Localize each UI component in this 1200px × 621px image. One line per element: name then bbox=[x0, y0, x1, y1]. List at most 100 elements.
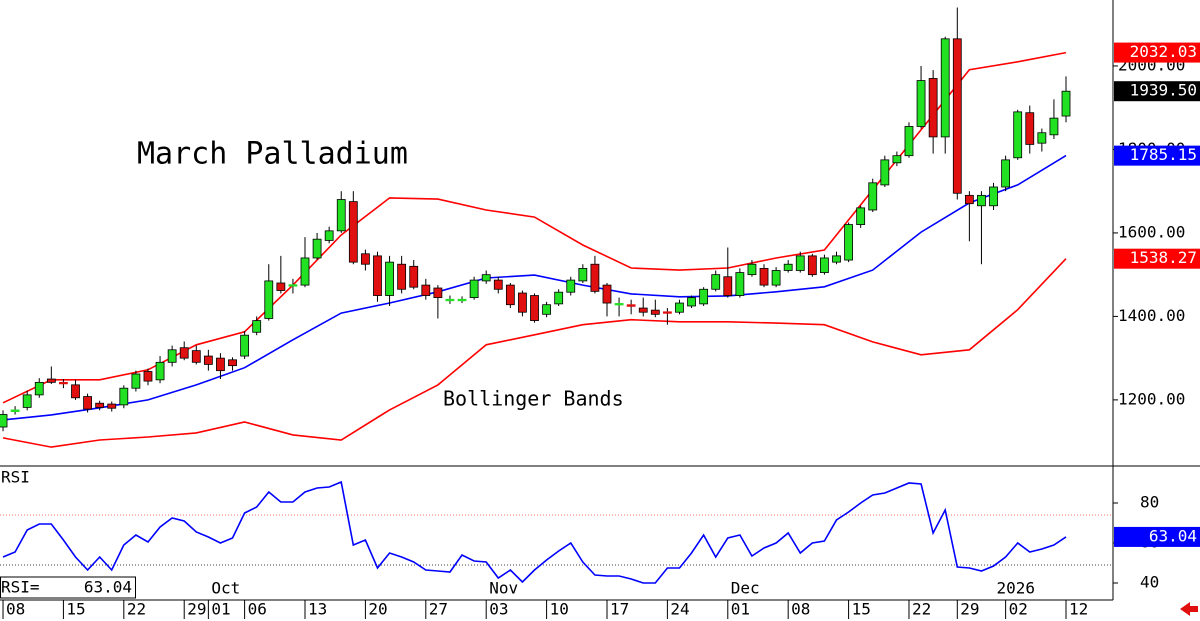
last-value-label: 2032.03 bbox=[1130, 42, 1197, 61]
candle-body bbox=[662, 311, 672, 314]
month-label: Dec bbox=[731, 579, 760, 598]
candle-body bbox=[252, 320, 262, 333]
candle-body bbox=[928, 78, 938, 138]
candle-body bbox=[385, 261, 394, 296]
x-tick-label: 22 bbox=[127, 600, 146, 619]
y-tick-label: 1200.00 bbox=[1118, 389, 1185, 408]
candle-body bbox=[530, 295, 539, 321]
last-value-box bbox=[1114, 526, 1200, 547]
candle-body bbox=[626, 304, 636, 307]
candle-body bbox=[493, 279, 503, 290]
candle-body bbox=[964, 194, 974, 205]
candle-body bbox=[699, 288, 709, 305]
candle-body bbox=[143, 371, 153, 382]
candle-body bbox=[191, 350, 201, 363]
x-tick-label: 12 bbox=[1069, 600, 1088, 619]
candle-body bbox=[735, 272, 745, 296]
candle-body bbox=[578, 267, 588, 282]
candle-body bbox=[1037, 132, 1047, 144]
candle-body bbox=[131, 373, 141, 389]
x-tick-label: 10 bbox=[550, 600, 569, 619]
candle-body bbox=[856, 207, 866, 225]
candle-body bbox=[771, 270, 781, 286]
candle-body bbox=[554, 291, 564, 305]
x-tick-label: 01 bbox=[211, 600, 230, 619]
candle-body bbox=[324, 230, 334, 241]
candle-body bbox=[904, 126, 914, 157]
candle-body bbox=[977, 194, 986, 207]
x-tick-label: 29 bbox=[187, 600, 206, 619]
x-tick-label: 02 bbox=[1009, 600, 1028, 619]
candle-body bbox=[687, 297, 696, 307]
x-tick-label: 20 bbox=[368, 600, 387, 619]
candle-body bbox=[602, 284, 612, 304]
rsi-readout-prefix: RSI= bbox=[1, 578, 40, 597]
bollinger-band bbox=[2, 258, 1067, 448]
candle-body bbox=[820, 257, 829, 273]
candle-body bbox=[240, 334, 250, 357]
candle-body bbox=[95, 402, 105, 408]
candle-body bbox=[566, 279, 576, 293]
bollinger-band bbox=[2, 154, 1067, 421]
candle-body bbox=[723, 276, 733, 296]
candle-body bbox=[167, 349, 177, 363]
candle-body bbox=[518, 292, 527, 313]
x-tick-label: 29 bbox=[960, 600, 979, 619]
candle-body bbox=[300, 257, 310, 286]
x-tick-label: 24 bbox=[670, 600, 689, 619]
candle-body bbox=[107, 403, 117, 409]
candle-body bbox=[397, 263, 407, 290]
candle-body bbox=[638, 307, 648, 313]
x-tick-label: 01 bbox=[731, 600, 750, 619]
month-label: Oct bbox=[211, 579, 240, 598]
last-value-label: 1785.15 bbox=[1130, 145, 1197, 164]
candle-body bbox=[952, 38, 962, 194]
candle-body bbox=[614, 303, 624, 306]
candle-body bbox=[264, 280, 274, 319]
candle-body bbox=[1025, 112, 1035, 145]
candle-body bbox=[650, 309, 660, 315]
rsi-readout-value: 63.04 bbox=[84, 578, 132, 597]
y-tick-label: 40 bbox=[1140, 573, 1159, 592]
candle-body bbox=[59, 381, 68, 385]
candle-body bbox=[1013, 111, 1023, 159]
candle-body bbox=[0, 414, 8, 428]
candle-body bbox=[155, 361, 165, 381]
candle-body bbox=[421, 284, 431, 296]
y-tick-label: 80 bbox=[1140, 493, 1159, 512]
month-label: 2026 bbox=[997, 579, 1036, 598]
candle-body bbox=[71, 384, 80, 399]
candle-body bbox=[445, 298, 455, 302]
annotation: Bollinger Bands bbox=[443, 387, 624, 411]
last-value-box bbox=[1114, 42, 1200, 63]
candle-body bbox=[457, 298, 467, 302]
candle-body bbox=[373, 255, 382, 296]
candle-body bbox=[542, 304, 551, 315]
candle-body bbox=[916, 80, 926, 127]
candle-body bbox=[361, 253, 370, 265]
x-tick-label: 08 bbox=[6, 600, 25, 619]
candle-body bbox=[747, 263, 757, 276]
candle-body bbox=[880, 159, 890, 186]
candle-body bbox=[807, 255, 817, 276]
candle-body bbox=[433, 287, 443, 299]
panel-label: RSI bbox=[1, 468, 30, 487]
candle-body bbox=[203, 355, 213, 365]
chart-title: March Palladium bbox=[137, 137, 408, 172]
candle-body bbox=[759, 267, 769, 286]
candle-body bbox=[469, 279, 479, 299]
last-value-label: 1939.50 bbox=[1130, 81, 1197, 100]
candle-body bbox=[46, 378, 56, 383]
candle-body bbox=[989, 186, 998, 207]
candle-body bbox=[1001, 159, 1011, 188]
candle-body bbox=[22, 394, 32, 408]
scroll-arrow bbox=[1180, 602, 1198, 616]
candle-body bbox=[844, 224, 853, 261]
candle-body bbox=[216, 357, 225, 372]
last-value-box bbox=[1114, 248, 1200, 269]
candle-body bbox=[1049, 117, 1059, 136]
candle-body bbox=[276, 282, 286, 291]
candle-body bbox=[288, 284, 298, 287]
y-tick-label: 1600.00 bbox=[1118, 222, 1185, 241]
